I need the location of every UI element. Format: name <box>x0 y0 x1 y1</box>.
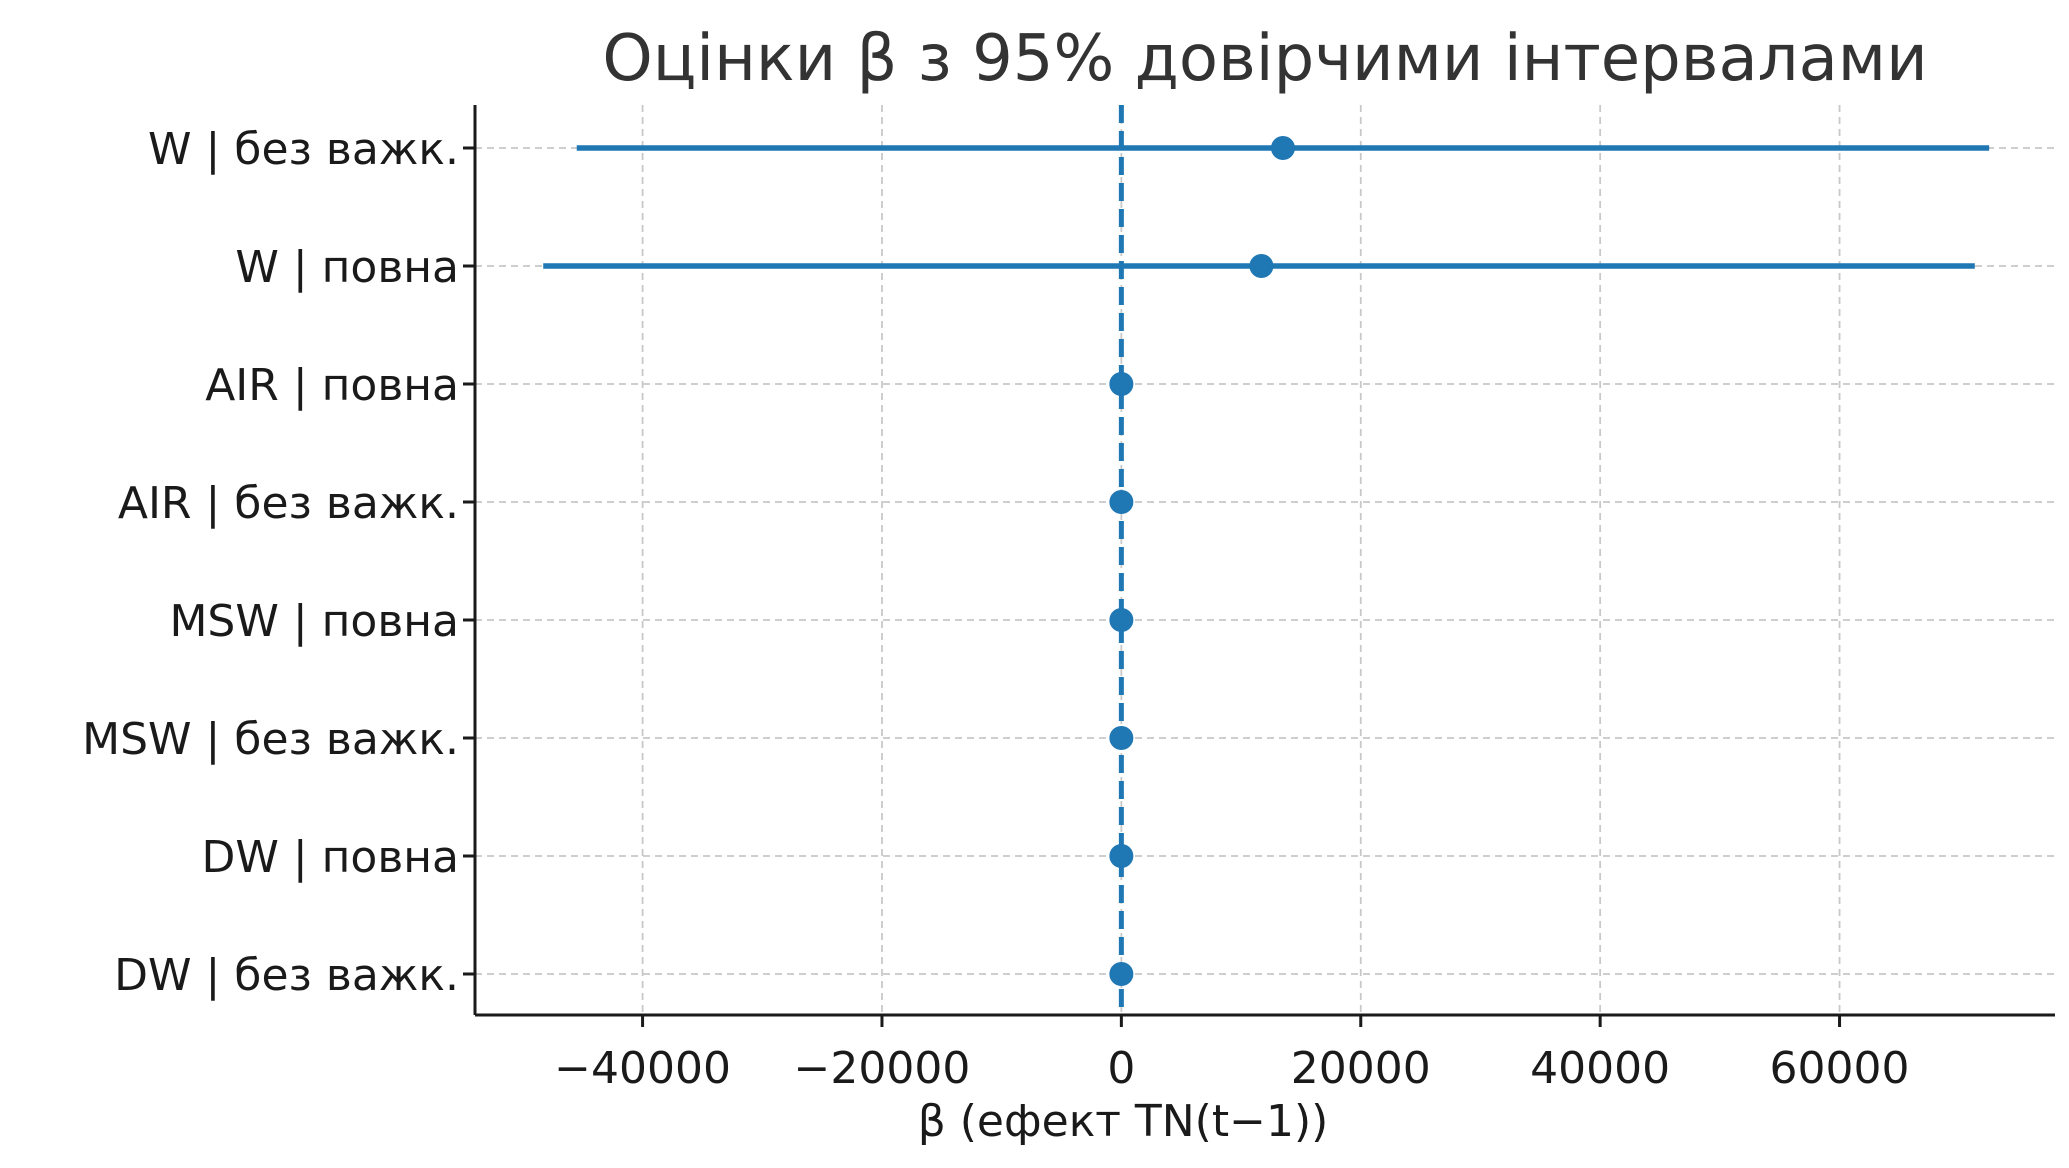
y-tick-label: DW | без важк. <box>114 950 459 1001</box>
x-tick-label: 40000 <box>1530 1043 1670 1094</box>
point-estimate <box>1109 372 1134 396</box>
y-tick-label: AIR | без важк. <box>118 478 459 529</box>
y-tick-label: W | без важк. <box>148 124 459 175</box>
y-tick-label: AIR | повна <box>205 360 459 411</box>
point-estimate <box>1270 136 1295 160</box>
y-tick-label: MSW | без важк. <box>82 714 459 765</box>
point-estimate <box>1109 490 1134 514</box>
x-tick-label: 20000 <box>1291 1043 1431 1094</box>
point-estimate <box>1109 726 1134 750</box>
x-tick-label: −20000 <box>794 1043 971 1094</box>
chart-title: Оцінки β з 95% довірчими інтервалами <box>602 22 1927 96</box>
mark-layer <box>543 105 1990 1015</box>
point-estimate <box>1249 254 1274 278</box>
x-tick-label: 60000 <box>1770 1043 1910 1094</box>
y-tick-label: DW | повна <box>201 832 459 883</box>
grid-layer <box>475 105 2055 1015</box>
x-tick-label: 0 <box>1107 1043 1135 1094</box>
point-estimate <box>1109 608 1134 632</box>
y-tick-label: MSW | повна <box>169 596 459 647</box>
x-axis-label: β (ефект TN(t−1)) <box>918 1096 1329 1147</box>
point-estimate <box>1109 844 1134 868</box>
point-estimate <box>1109 962 1134 986</box>
y-tick-label: W | повна <box>235 242 459 293</box>
axis-layer: −40000 −20000 0 20000 40000 60000 W | без важк… <box>82 105 2055 1094</box>
x-tick-label: −40000 <box>554 1043 731 1094</box>
